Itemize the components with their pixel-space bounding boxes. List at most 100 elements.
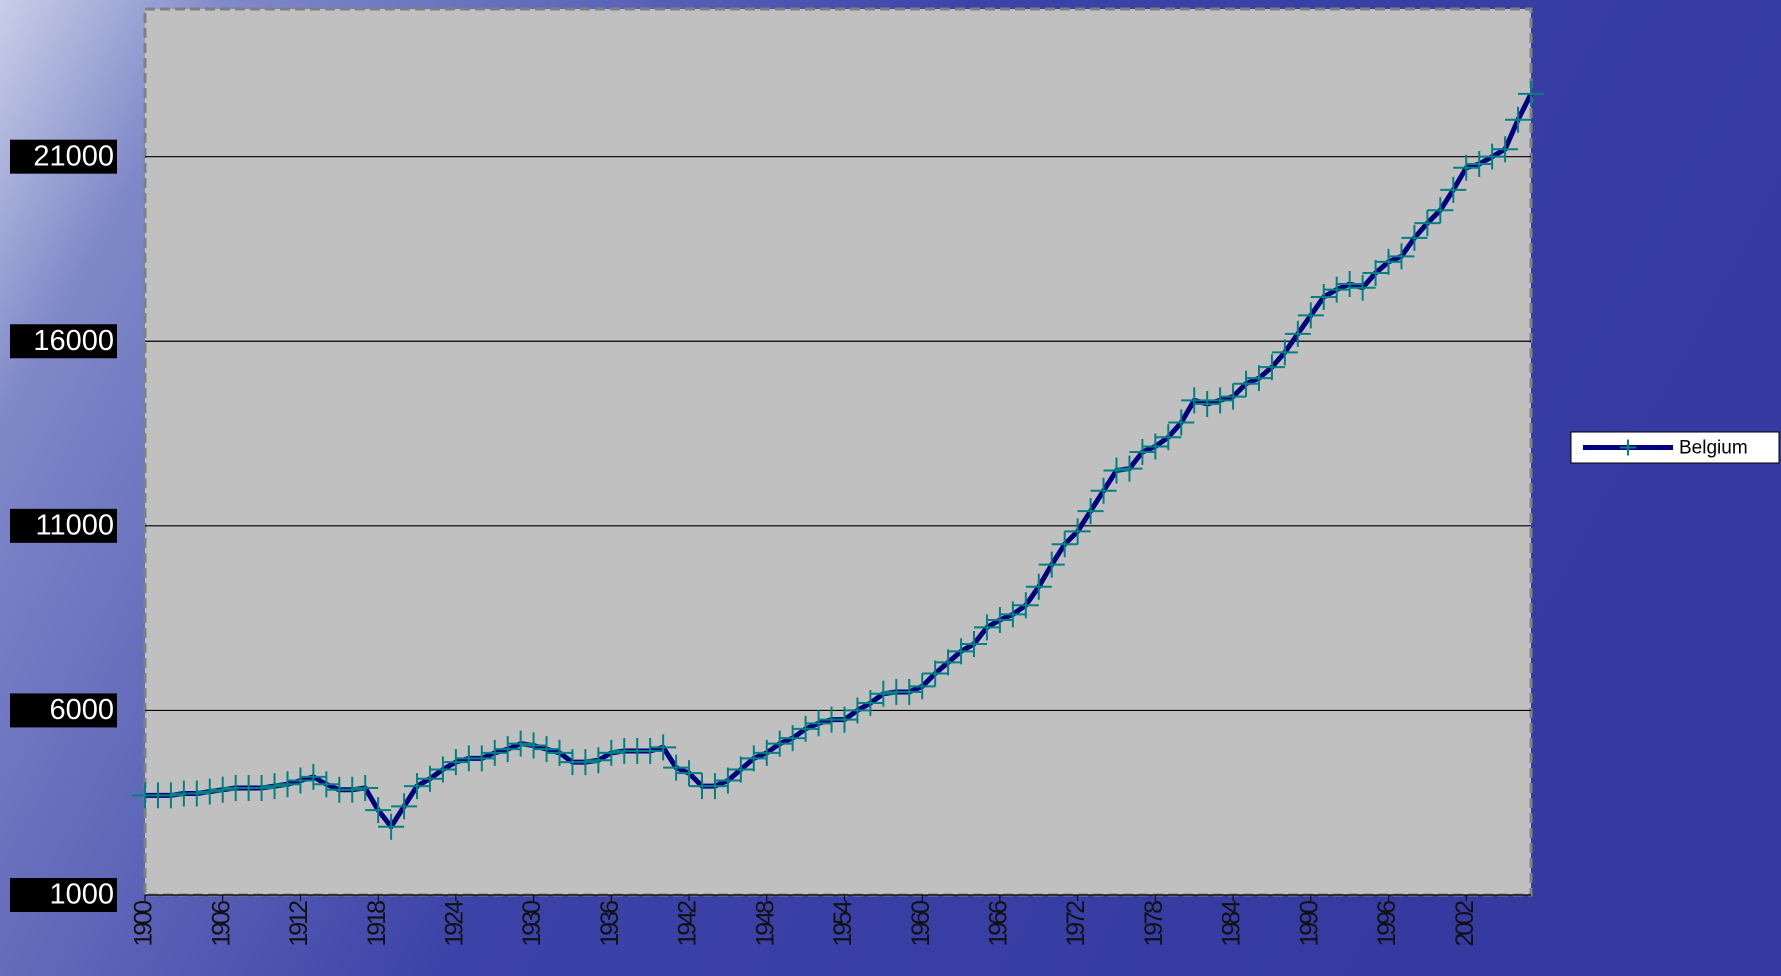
marker <box>1427 197 1454 224</box>
marker <box>1220 383 1247 410</box>
x-tick-label: 1942 <box>674 901 702 947</box>
x-tick-label: 2002 <box>1451 901 1479 947</box>
marker <box>1258 354 1285 381</box>
marker <box>1505 106 1532 133</box>
marker <box>714 767 741 794</box>
marker <box>157 782 184 809</box>
x-tick-label: 1966 <box>985 901 1013 947</box>
marker <box>896 678 923 705</box>
marker <box>637 738 664 765</box>
y-tick-label: 1000 <box>49 879 114 911</box>
marker <box>727 756 754 783</box>
marker <box>481 739 508 766</box>
marker <box>274 771 301 798</box>
legend-label: Belgium <box>1679 438 1748 459</box>
marker <box>1271 339 1298 366</box>
marker <box>1479 143 1506 170</box>
marker <box>663 754 690 781</box>
marker <box>740 745 767 772</box>
marker <box>1194 391 1221 418</box>
marker <box>1207 387 1234 414</box>
marker <box>1064 518 1091 545</box>
x-tick-label: 1984 <box>1218 900 1246 947</box>
x-tick-label: 1930 <box>518 901 546 947</box>
marker <box>261 773 288 800</box>
x-tick-label: 1936 <box>596 901 624 947</box>
y-tick-label: 16000 <box>33 325 114 357</box>
marker <box>805 710 832 737</box>
marker <box>1453 154 1480 181</box>
marker <box>701 773 728 800</box>
marker <box>378 813 405 840</box>
x-tick-label: 1960 <box>907 901 935 947</box>
marker <box>248 774 275 801</box>
marker <box>1181 387 1208 414</box>
marker <box>1349 274 1376 301</box>
marker <box>494 736 521 763</box>
x-tick-label: 1948 <box>751 901 779 947</box>
marker <box>676 760 703 787</box>
marker <box>1388 243 1415 270</box>
marker <box>1362 259 1389 286</box>
marker <box>300 763 327 790</box>
marker <box>1077 498 1104 525</box>
marker <box>922 660 949 687</box>
marker <box>209 776 236 803</box>
plot-area <box>143 7 1533 897</box>
marker <box>935 649 962 676</box>
marker <box>391 793 418 820</box>
y-tick-label-bg <box>10 878 117 912</box>
y-tick-label-bg <box>10 324 117 359</box>
marker <box>1245 365 1272 392</box>
x-tick-label: 1972 <box>1062 901 1090 947</box>
marker <box>1168 409 1195 436</box>
marker <box>973 614 1000 641</box>
marker <box>507 730 534 757</box>
marker <box>1233 370 1260 397</box>
marker <box>1297 302 1324 329</box>
marker <box>442 749 469 776</box>
marker <box>1518 80 1544 107</box>
marker <box>1155 424 1182 451</box>
marker <box>468 745 495 772</box>
marker <box>1466 151 1493 178</box>
marker <box>1401 224 1428 251</box>
marker <box>1129 439 1156 465</box>
y-tick-label-bg <box>10 139 117 174</box>
marker <box>339 776 366 803</box>
y-tick-label: 11000 <box>36 509 115 541</box>
marker <box>404 773 431 800</box>
marker <box>183 780 210 807</box>
marker <box>961 630 988 657</box>
x-tick-label: 1954 <box>829 900 857 947</box>
marker <box>1284 320 1311 347</box>
marker <box>1440 176 1467 203</box>
y-tick-label-bg <box>10 693 117 728</box>
legend-marker <box>1620 439 1636 456</box>
y-tick-label: 6000 <box>49 694 114 726</box>
marker <box>365 797 392 824</box>
marker <box>1038 551 1065 578</box>
marker <box>1116 455 1143 482</box>
marker <box>1103 457 1130 484</box>
marker <box>1323 276 1350 303</box>
marker <box>287 767 314 794</box>
x-tick-label: 1906 <box>207 901 235 947</box>
x-tick-label: 1996 <box>1373 901 1401 947</box>
marker <box>986 606 1013 633</box>
marker <box>429 756 456 783</box>
marker <box>352 774 379 801</box>
marker <box>909 673 936 700</box>
marker <box>196 778 223 805</box>
marker <box>948 638 975 665</box>
marker <box>1336 271 1363 298</box>
marker <box>572 749 599 776</box>
marker <box>533 736 560 763</box>
x-tick-label: 1990 <box>1295 901 1323 947</box>
marker <box>792 715 819 742</box>
marker <box>766 730 793 757</box>
marker <box>1025 573 1052 600</box>
x-tick-label: 1918 <box>363 901 391 947</box>
